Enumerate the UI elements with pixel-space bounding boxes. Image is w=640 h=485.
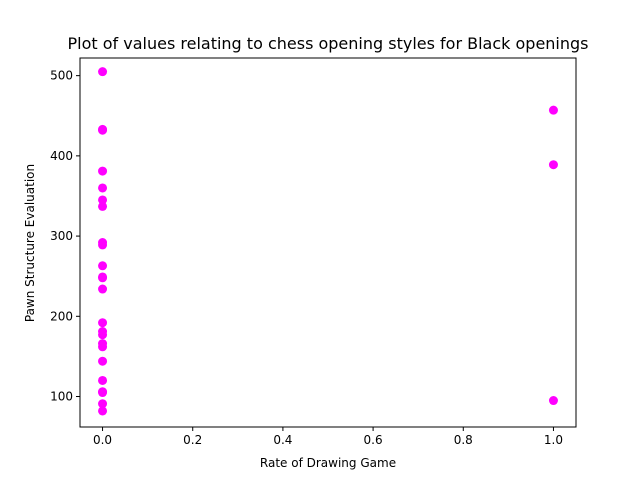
x-tick-label: 1.0 — [544, 433, 563, 447]
x-tick-label: 0.4 — [273, 433, 292, 447]
data-point — [98, 342, 108, 352]
data-point — [98, 399, 108, 409]
data-point — [98, 201, 108, 211]
y-tick-label: 100 — [50, 390, 73, 404]
x-tick-label: 0.2 — [183, 433, 202, 447]
data-point — [98, 195, 108, 205]
axes-frame — [79, 57, 577, 428]
data-point — [98, 284, 108, 294]
data-point — [98, 330, 108, 340]
data-point — [98, 375, 108, 385]
data-point — [98, 388, 108, 398]
y-tick-label: 400 — [50, 149, 73, 163]
data-point — [98, 406, 108, 416]
data-point — [548, 396, 558, 406]
data-point — [548, 160, 558, 170]
data-point — [98, 67, 108, 77]
y-tick-label: 300 — [50, 229, 73, 243]
data-point — [98, 125, 108, 135]
data-point — [98, 261, 108, 271]
data-point — [98, 240, 108, 250]
data-point — [98, 318, 108, 328]
x-tick-label: 0.8 — [454, 433, 473, 447]
data-point — [98, 273, 108, 283]
y-axis-label: Pawn Structure Evaluation — [23, 164, 37, 322]
data-point — [98, 183, 108, 193]
x-tick-label: 0.6 — [364, 433, 383, 447]
plot-area: 0.0 0.2 0.4 0.6 0.8 1.0 100 200 300 400 500 — [50, 57, 577, 447]
x-tick-label: 0.0 — [93, 433, 112, 447]
y-tick-label: 200 — [50, 309, 73, 323]
data-point — [98, 356, 108, 366]
data-point — [98, 166, 108, 176]
y-tick-label: 500 — [50, 69, 73, 83]
x-axis-label: Rate of Drawing Game — [260, 456, 396, 470]
chart-title: Plot of values relating to chess opening… — [68, 34, 589, 53]
data-point — [548, 105, 558, 115]
